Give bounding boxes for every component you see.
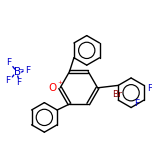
Text: F: F [25,66,30,75]
Text: F: F [6,58,11,67]
Text: +: + [57,80,62,85]
Text: Br: Br [112,90,122,99]
Text: F: F [147,84,152,93]
Text: F: F [16,78,21,87]
Text: B: B [14,67,21,77]
Text: O: O [48,83,56,93]
Text: F: F [135,99,140,108]
Text: −: − [19,66,24,71]
Text: F: F [5,76,10,85]
